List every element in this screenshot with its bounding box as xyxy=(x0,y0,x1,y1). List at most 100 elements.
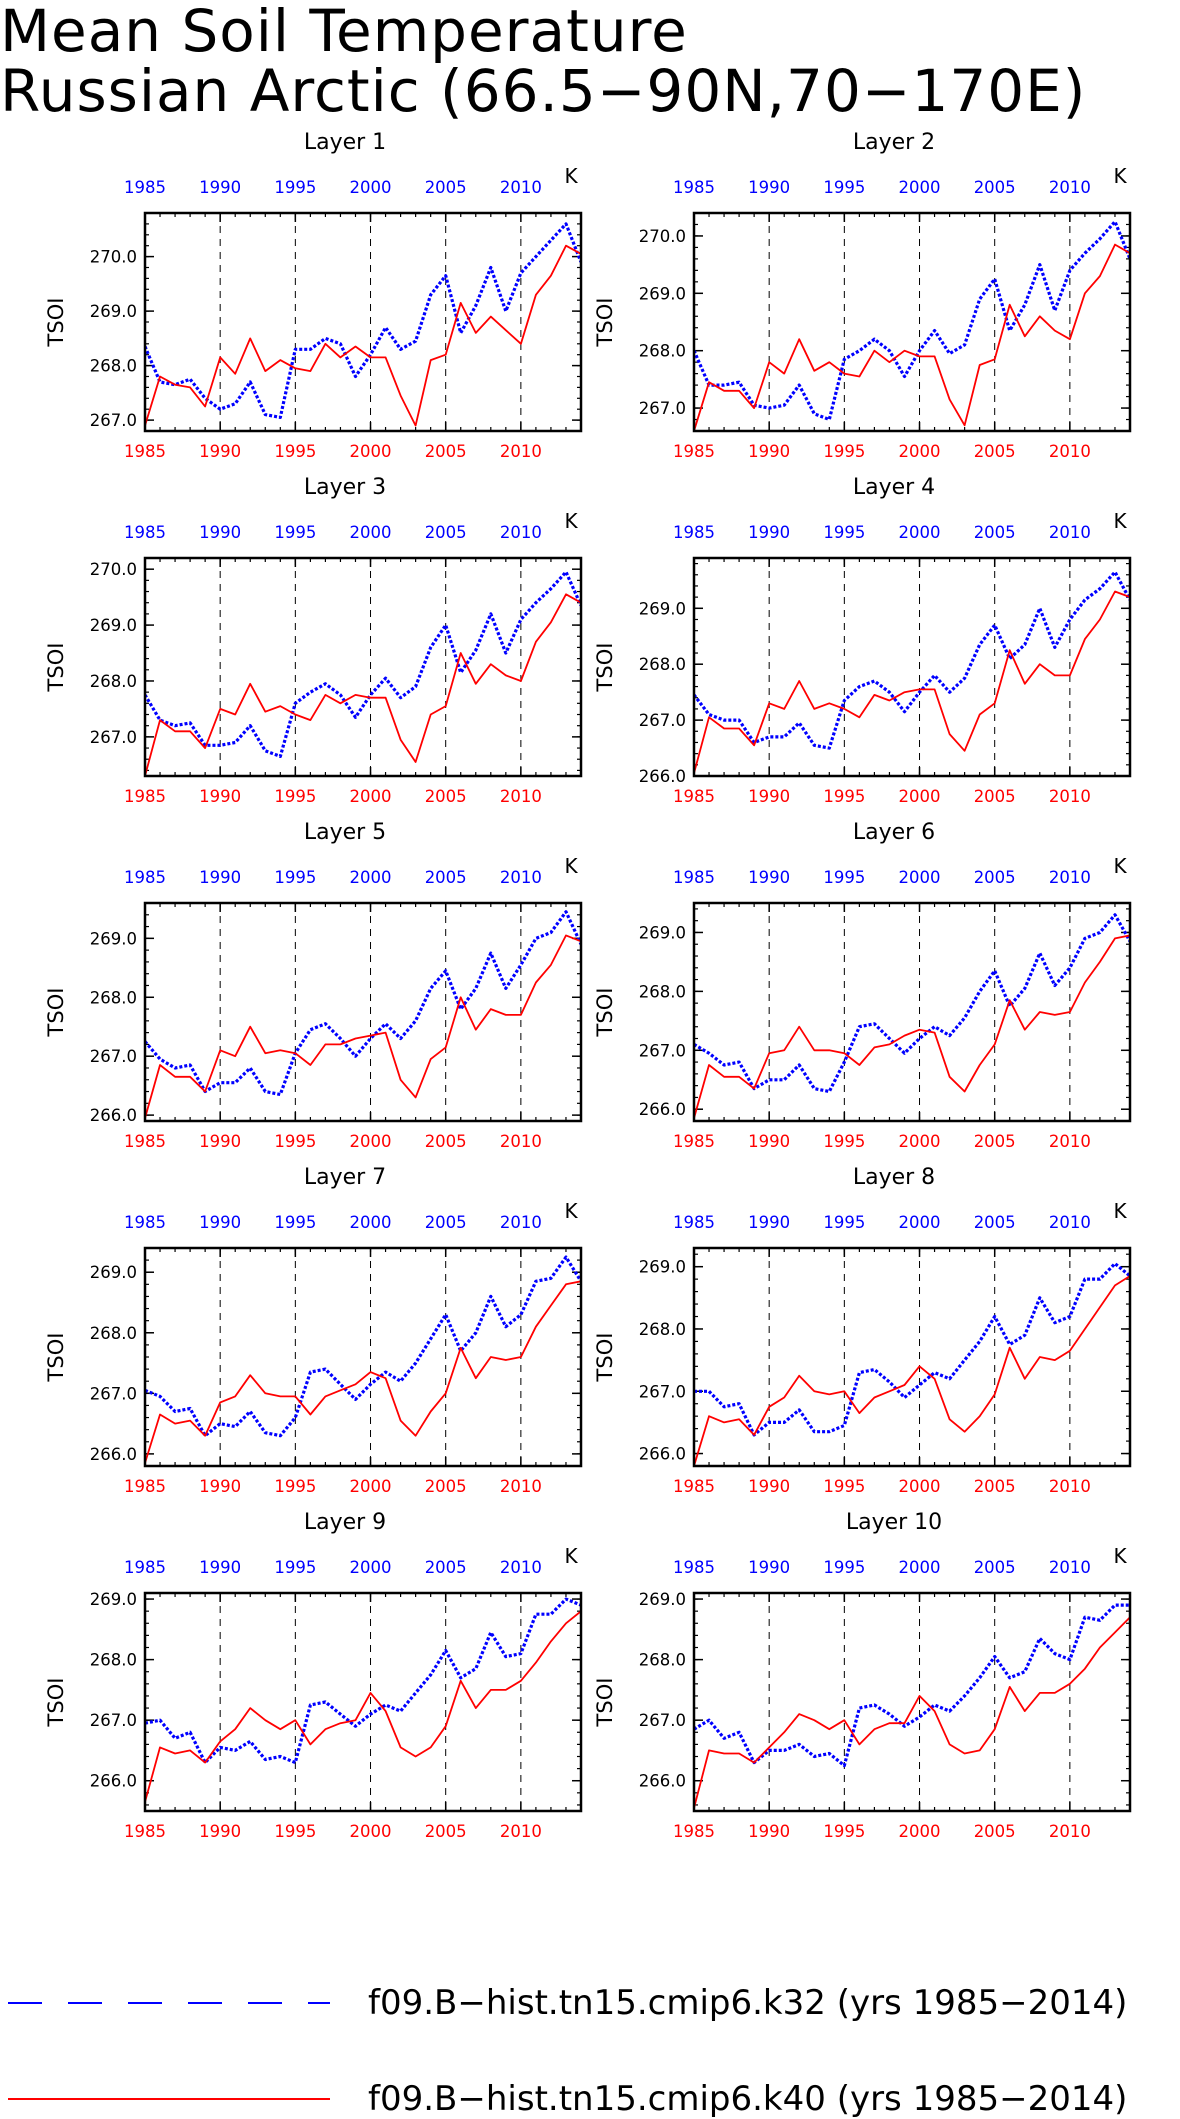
y-tick-label: 266.0 xyxy=(639,1445,686,1464)
y-tick-label: 270.0 xyxy=(90,248,137,267)
x-tick-label-top: 2010 xyxy=(1049,523,1091,542)
x-tick-label-bottom: 1990 xyxy=(748,1822,790,1841)
x-tick-label-top: 1985 xyxy=(124,868,166,887)
y-tick-label: 268.0 xyxy=(90,357,137,376)
plot-frame xyxy=(143,211,583,433)
x-tick-label-bottom: 1995 xyxy=(274,787,316,806)
x-tick-label-top: 2010 xyxy=(500,1213,542,1232)
series-line-k32 xyxy=(694,913,1130,1094)
panel-layer-5: Layer 5 K TSOI 1985 1985 1990 1990 1995 1995 2000… xyxy=(44,820,583,1151)
x-tick-label-bottom: 2000 xyxy=(350,1477,392,1496)
x-tick-label-top: 1995 xyxy=(823,178,865,197)
unit-label: K xyxy=(564,854,578,878)
x-tick-label-top: 2005 xyxy=(974,523,1016,542)
y-tick-label: 266.0 xyxy=(639,767,686,786)
y-tick-label: 268.0 xyxy=(90,988,137,1007)
y-axis-label: TSOI xyxy=(593,1333,617,1383)
series-line-k40 xyxy=(145,934,581,1119)
x-tick-label-top: 2005 xyxy=(974,1213,1016,1232)
y-axis-label: TSOI xyxy=(593,1678,617,1728)
y-tick-label: 268.0 xyxy=(639,655,686,674)
x-tick-label-bottom: 1985 xyxy=(124,1822,166,1841)
panel-title: Layer 9 xyxy=(304,1510,386,1535)
x-tick-label-top: 1985 xyxy=(124,178,166,197)
x-tick-label-bottom: 1990 xyxy=(199,1822,241,1841)
series-line-k32 xyxy=(145,570,581,759)
x-tick-label-top: 1990 xyxy=(199,523,241,542)
series-line-k40 xyxy=(145,593,581,776)
x-tick-label-bottom: 1995 xyxy=(823,1477,865,1496)
series-group xyxy=(694,1261,1130,1466)
panel-layer-8: Layer 8 K TSOI 1985 1985 1990 1990 1995 1995 2000… xyxy=(593,1165,1132,1496)
y-tick-label: 266.0 xyxy=(90,1445,137,1464)
x-tick-label-top: 1995 xyxy=(274,523,316,542)
x-tick-label-bottom: 1990 xyxy=(748,442,790,461)
unit-label: K xyxy=(1113,854,1127,878)
series-group xyxy=(145,1597,581,1803)
panel-title: Layer 3 xyxy=(304,475,386,500)
x-tick-label-top: 1990 xyxy=(748,1558,790,1577)
x-tick-label-top: 1995 xyxy=(274,1213,316,1232)
x-tick-label-bottom: 2010 xyxy=(500,1132,542,1151)
x-tick-label-bottom: 1990 xyxy=(748,1132,790,1151)
y-tick-label: 266.0 xyxy=(90,1772,137,1791)
panel-title: Layer 8 xyxy=(853,1165,935,1190)
x-tick-label-top: 2010 xyxy=(500,178,542,197)
x-tick-label-top: 1985 xyxy=(673,178,715,197)
series-line-k40 xyxy=(694,243,1130,431)
x-tick-label-bottom: 2005 xyxy=(425,1822,467,1841)
x-tick-label-top: 1990 xyxy=(748,523,790,542)
x-tick-label-bottom: 2010 xyxy=(500,1822,542,1841)
x-tick-label-top: 2005 xyxy=(425,1213,467,1232)
x-tick-label-top: 1995 xyxy=(274,1558,316,1577)
x-tick-label-top: 2005 xyxy=(425,1558,467,1577)
y-axis-label: TSOI xyxy=(44,1678,68,1728)
series-line-k40 xyxy=(694,934,1130,1119)
chart-title-line-2: Russian Arctic (66.5−90N,70−170E) xyxy=(0,57,1087,125)
y-tick-label: 267.0 xyxy=(90,728,137,747)
unit-label: K xyxy=(564,509,578,533)
x-tick-label-top: 1985 xyxy=(124,1213,166,1232)
x-tick-label-top: 1995 xyxy=(823,868,865,887)
x-tick-label-bottom: 2000 xyxy=(899,442,941,461)
x-tick-label-top: 1990 xyxy=(748,868,790,887)
panel-layer-10: Layer 10 K TSOI 1985 1985 1990 1990 1995 1995 200… xyxy=(593,1510,1132,1841)
y-axis-label: TSOI xyxy=(44,298,68,348)
plot-frame xyxy=(692,1591,1132,1813)
x-tick-label-bottom: 2010 xyxy=(500,1477,542,1496)
x-tick-label-top: 1990 xyxy=(748,178,790,197)
x-tick-label-top: 1990 xyxy=(199,1558,241,1577)
panel-layer-3: Layer 3 K TSOI 1985 1985 1990 1990 1995 1995 2000… xyxy=(44,475,583,806)
series-group xyxy=(145,910,581,1119)
series-line-k40 xyxy=(694,590,1130,774)
x-tick-label-bottom: 1985 xyxy=(673,1477,715,1496)
x-tick-label-bottom: 1990 xyxy=(748,787,790,806)
unit-label: K xyxy=(1113,1199,1127,1223)
x-tick-label-bottom: 1990 xyxy=(199,1132,241,1151)
unit-label: K xyxy=(564,1199,578,1223)
x-tick-label-bottom: 1985 xyxy=(124,787,166,806)
panel-title: Layer 1 xyxy=(304,130,386,155)
x-tick-label-bottom: 2000 xyxy=(899,1132,941,1151)
x-tick-label-bottom: 2000 xyxy=(350,787,392,806)
series-line-k32 xyxy=(145,910,581,1097)
panel-layer-4: Layer 4 K TSOI 1985 1985 1990 1990 1995 1995 2000… xyxy=(593,475,1132,806)
x-tick-label-top: 2005 xyxy=(425,868,467,887)
series-group xyxy=(694,913,1130,1119)
series-group xyxy=(145,1255,581,1464)
panel-layer-7: Layer 7 K TSOI 1985 1985 1990 1990 1995 1995 2000… xyxy=(44,1165,583,1496)
panel-title: Layer 10 xyxy=(846,1510,942,1535)
y-tick-label: 266.0 xyxy=(639,1100,686,1119)
plot-frame xyxy=(143,556,583,778)
series-line-k32 xyxy=(145,222,581,419)
y-tick-label: 267.0 xyxy=(90,1047,137,1066)
y-axis-label: TSOI xyxy=(44,1333,68,1383)
x-tick-label-top: 1990 xyxy=(748,1213,790,1232)
x-tick-label-bottom: 2005 xyxy=(425,787,467,806)
x-tick-label-bottom: 2010 xyxy=(500,787,542,806)
y-tick-label: 269.0 xyxy=(639,599,686,618)
series-line-k32 xyxy=(694,1603,1130,1768)
unit-label: K xyxy=(1113,164,1127,188)
x-tick-label-top: 2005 xyxy=(425,523,467,542)
panel-title: Layer 4 xyxy=(853,475,935,500)
